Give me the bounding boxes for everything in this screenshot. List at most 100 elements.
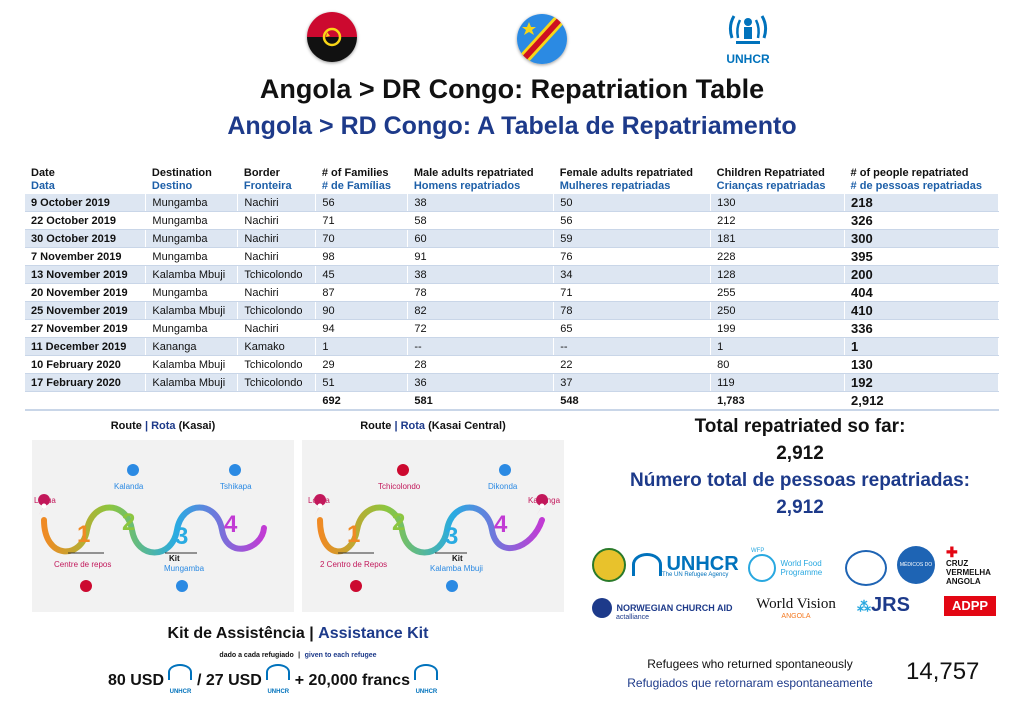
spontaneous-value: 14,757: [906, 658, 980, 685]
table-cell: --: [553, 337, 712, 356]
table-cell: 34: [553, 265, 712, 284]
table-cell: 29: [315, 355, 409, 374]
table-cell: 56: [315, 194, 409, 212]
table-cell: 212: [710, 211, 846, 230]
table-cell: Mungamba: [145, 194, 239, 212]
route-kasai-title: Route | Rota (Kasai): [110, 420, 216, 432]
table-cell: Tchicolondo: [237, 373, 317, 392]
unhcr-partner-logo: UNHCR The UN Refugee Agency: [632, 553, 739, 578]
column-header: Children Repatriated Crianças repatriadas: [716, 167, 826, 192]
table-cell: 218: [844, 194, 999, 212]
table-total-cell: [145, 391, 239, 411]
svg-text:3: 3: [445, 523, 458, 550]
table-row: 22 October 2019 Mungamba Nachiri 71 58 56 212 3…: [25, 211, 999, 230]
medicos-do-mundo-logo: MÉDICOS DO MUNDO: [897, 546, 935, 606]
unhcr-logo: UNHCR: [720, 8, 776, 68]
table-cell: 199: [710, 319, 846, 338]
column-header: Destination Destino: [151, 167, 212, 192]
table-cell: 1: [710, 337, 846, 356]
column-header: Border Fronteira: [243, 167, 292, 192]
table-cell: 9 October 2019: [25, 194, 147, 212]
total-value-pt: 2,912: [776, 497, 824, 518]
route-stop-label: Lóvua: [34, 496, 56, 505]
table-total-cell: 581: [407, 391, 555, 411]
map-pin-icon: [536, 494, 549, 516]
angola-flag-icon: [307, 12, 357, 62]
route-kasai-map: 1 2 3 4 Lóvua Centre de repos Kalanda Ki…: [32, 440, 294, 612]
table-cell: 90: [315, 301, 409, 320]
route-stop-label: Kalanda: [114, 482, 144, 491]
table-cell: 119: [710, 373, 846, 392]
table-cell: Mungamba: [145, 283, 239, 302]
wfp-logo: WFP World Food Programme: [748, 548, 838, 582]
svg-text:2: 2: [122, 509, 135, 536]
table-cell: Tchicolondo: [237, 265, 317, 284]
table-cell: 98: [315, 247, 409, 266]
table-row: 17 February 2020 Kalamba Mbuji Tchicolondo…: [25, 373, 999, 392]
table-row: 13 November 2019 Kalamba Mbuji Tchicolondo…: [25, 265, 999, 284]
total-label-pt: Número total de pessoas repatriadas:: [630, 470, 970, 491]
total-label-en: Total repatriated so far:: [694, 416, 906, 437]
svg-text:2: 2: [392, 509, 405, 536]
table-totals-row: 692 581 548 1,783 2,912: [25, 391, 999, 411]
route-stop-label: Mungamba: [164, 564, 205, 573]
table-cell: 300: [844, 229, 999, 248]
table-cell: 1: [844, 337, 999, 356]
jrs-logo: ⁂JRS: [857, 594, 910, 616]
table-cell: 76: [553, 247, 712, 266]
spontaneous-label-en: Refugees who returned spontaneously: [647, 657, 853, 671]
table-cell: 51: [315, 373, 409, 392]
table-cell: 71: [553, 283, 712, 302]
table-row: 7 November 2019 Mungamba Nachiri 98 91 76 228 3…: [25, 247, 999, 266]
kit-amount-usd: 80 USD: [108, 672, 165, 690]
unhcr-small-icon: UNHCR: [266, 664, 291, 698]
world-vision-logo: World Vision ANGOLA: [756, 596, 836, 620]
table-cell: 130: [710, 194, 846, 212]
unhcr-emblem-icon: [728, 15, 768, 44]
table-cell: Nachiri: [237, 247, 317, 266]
table-cell: Nachiri: [237, 229, 317, 248]
table-cell: 25 November 2019: [25, 301, 147, 320]
table-cell: 27 November 2019: [25, 319, 147, 338]
table-cell: 30 October 2019: [25, 229, 147, 248]
table-cell: 404: [844, 283, 999, 302]
table-total-cell: [237, 391, 317, 411]
route-stop-label: Kalamba Mbuji: [430, 564, 483, 573]
table-cell: 36: [407, 373, 555, 392]
table-cell: 37: [553, 373, 712, 392]
svg-text:1: 1: [77, 521, 90, 548]
svg-text:1: 1: [347, 521, 360, 548]
kit-amounts: 80 USD UNHCR / 27 USD UNHCR + 20,000 fra…: [108, 664, 508, 695]
table-total-cell: 1,783: [710, 391, 846, 411]
table-cell: Nachiri: [237, 194, 317, 212]
table-cell: 10 February 2020: [25, 355, 147, 374]
table-cell: 45: [315, 265, 409, 284]
table-cell: Kalamba Mbuji: [145, 301, 239, 320]
total-value-en: 2,912: [776, 443, 824, 464]
table-total-cell: 2,912: [844, 391, 999, 411]
column-header: # of Families # de Famílias: [321, 167, 391, 192]
norwegian-church-aid-logo: NORWEGIAN CHURCH AID actalliance: [592, 598, 732, 621]
column-header: Female adults repatriated Mulheres repatr…: [559, 167, 694, 192]
table-cell: Kananga: [145, 337, 239, 356]
table-cell: 128: [710, 265, 846, 284]
column-header: # of people repatriated # de pessoas repa…: [850, 167, 983, 192]
column-header: Date Data: [31, 167, 55, 192]
route-kit-label: Kit: [169, 554, 180, 563]
route-stop-label: Tshikapa: [220, 482, 252, 491]
table-row: 27 November 2019 Mungamba Nachiri 94 72 65 199…: [25, 319, 999, 338]
table-cell: Mungamba: [145, 211, 239, 230]
table-total-cell: [25, 391, 147, 411]
table-cell: 71: [315, 211, 409, 230]
unhcr-emblem-icon: [632, 553, 662, 576]
table-row: 10 February 2020 Kalamba Mbuji Tchicolondo…: [25, 355, 999, 374]
table-cell: 60: [407, 229, 555, 248]
table-cell: 410: [844, 301, 999, 320]
table-cell: 50: [553, 194, 712, 212]
table-cell: 22 October 2019: [25, 211, 147, 230]
table-cell: Nachiri: [237, 211, 317, 230]
table-cell: 59: [553, 229, 712, 248]
adpp-logo: ADPP: [944, 596, 996, 616]
table-cell: 13 November 2019: [25, 265, 147, 284]
table-header-row: Date Data Destination Destino Border Fronte…: [25, 166, 999, 194]
